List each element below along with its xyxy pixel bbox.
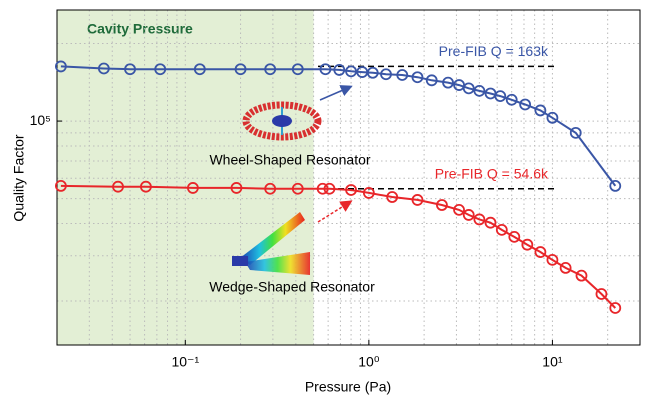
x-tick-label: 10¹ xyxy=(542,354,563,370)
x-tick-label: 10⁻¹ xyxy=(171,354,199,370)
wedge-base xyxy=(232,256,248,266)
chart: Cavity Pressure 10⁻¹10⁰10¹10⁵ Pre-FIB Q … xyxy=(0,0,656,401)
page: Cavity Pressure 10⁻¹10⁰10¹10⁵ Pre-FIB Q … xyxy=(0,0,656,401)
annotation: Wedge-Shaped Resonator xyxy=(209,279,375,295)
reference-label: Pre-FIB Q = 54.6k xyxy=(435,165,549,181)
x-axis-label: Pressure (Pa) xyxy=(305,379,391,395)
y-tick-label: 10⁵ xyxy=(30,112,51,128)
arrow xyxy=(320,87,350,100)
wheel-hub xyxy=(272,115,292,127)
x-tick-label: 10⁰ xyxy=(358,354,380,370)
annotation: Wheel-Shaped Resonator xyxy=(209,152,370,168)
arrow xyxy=(318,202,350,222)
y-axis-label: Quality Factor xyxy=(11,134,27,221)
reference-label: Pre-FIB Q = 163k xyxy=(439,43,549,59)
